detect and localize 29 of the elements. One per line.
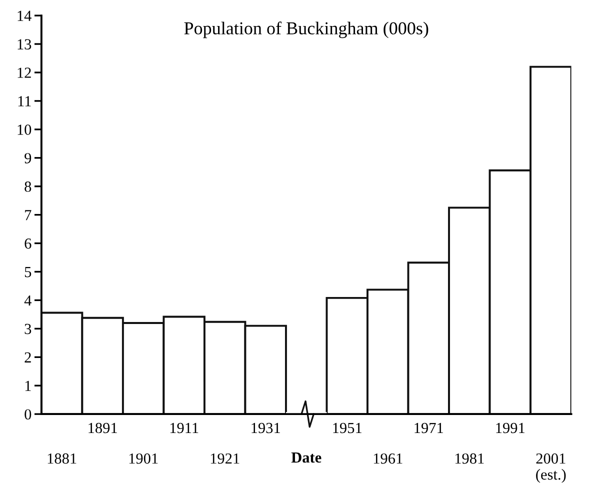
chart-title: Population of Buckingham (000s) xyxy=(184,22,428,38)
x-tick-label: 1911 xyxy=(170,422,198,434)
x-tick-label: 1931 xyxy=(252,422,280,434)
y-tick-label: 9 xyxy=(24,153,32,164)
y-tick-label: 7 xyxy=(25,210,32,220)
x-tick-label: 1971 xyxy=(414,422,443,434)
y-tick-label: 12 xyxy=(18,68,31,78)
x-tick-label: 1921 xyxy=(210,453,240,464)
x-tick-label: 1961 xyxy=(374,453,402,464)
y-tick-label: 3 xyxy=(24,324,32,334)
y-tick-label: 1 xyxy=(25,380,31,391)
y-tick-label: 2 xyxy=(24,352,31,362)
x-tick-label: 1881 xyxy=(48,453,76,464)
x-tick-label: 1981 xyxy=(455,453,484,464)
x-tick-label: 1891 xyxy=(88,422,117,434)
y-tick-label: 11 xyxy=(18,96,31,106)
x-tick-label: 1901 xyxy=(129,453,158,464)
x-tick-label: 2001 (est.) xyxy=(536,453,566,483)
y-tick-label: 0 xyxy=(24,409,32,420)
y-tick-label: 5 xyxy=(24,267,32,278)
y-tick-label: 10 xyxy=(18,124,32,135)
y-tick-label: 13 xyxy=(18,39,32,50)
x-axis-title: Date xyxy=(291,452,322,463)
y-tick-label: 14 xyxy=(18,10,32,21)
y-tick-label: 4 xyxy=(24,295,32,306)
x-tick-label: 1951 xyxy=(333,422,362,434)
y-tick-label: 6 xyxy=(24,238,32,249)
y-tick-label: 8 xyxy=(24,181,32,192)
x-tick-label: 1991 xyxy=(496,422,525,434)
